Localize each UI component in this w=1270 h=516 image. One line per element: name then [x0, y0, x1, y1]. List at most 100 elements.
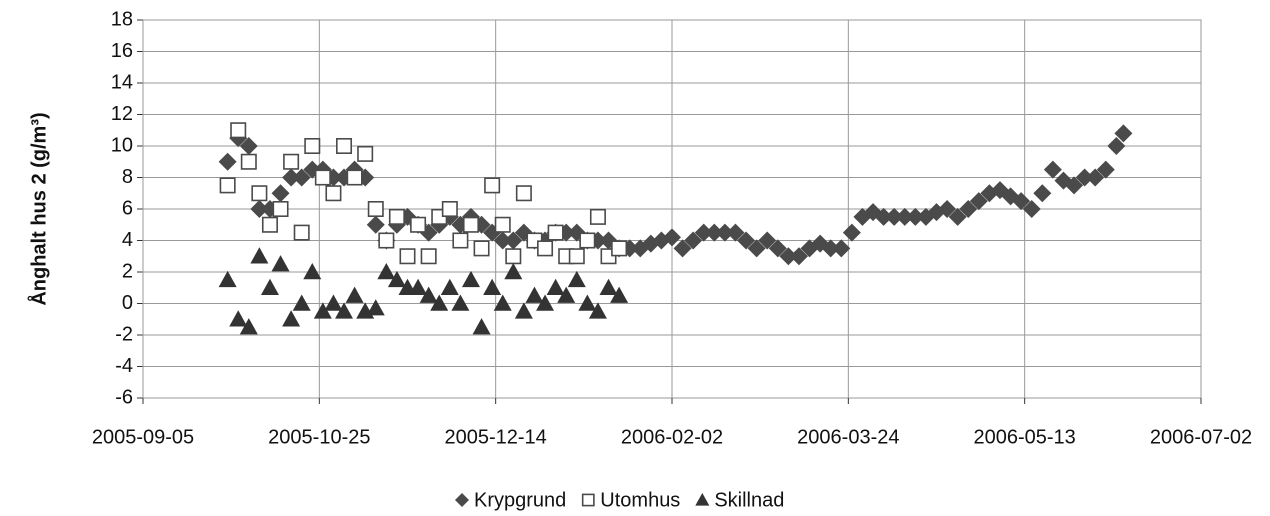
triangle-marker — [557, 286, 576, 303]
x-tick-label: 2006-07-02 — [1150, 426, 1252, 448]
diamond-marker — [1043, 160, 1062, 179]
y-tick-label: 8 — [122, 166, 133, 188]
square-marker — [589, 208, 606, 225]
square-marker — [219, 177, 236, 194]
diamond-marker — [1022, 200, 1041, 218]
triangle-marker — [536, 294, 555, 311]
y-tick-label: -4 — [115, 355, 133, 377]
triangle-marker — [546, 278, 565, 295]
square-marker — [283, 153, 300, 170]
square-marker — [494, 216, 511, 233]
square-marker — [515, 185, 532, 202]
diamond-marker — [895, 207, 914, 226]
y-tick-label: -6 — [115, 386, 133, 408]
diamond-marker — [292, 168, 311, 187]
diamond-marker — [768, 239, 787, 258]
square-marker — [251, 185, 268, 202]
diamond-marker — [282, 168, 301, 187]
diamond-marker — [715, 223, 734, 242]
legend-label: Skillnad — [714, 489, 784, 511]
triangle-marker — [324, 294, 343, 311]
diamond-marker — [832, 239, 851, 258]
diamond-marker — [885, 207, 904, 226]
legend: Krypgrund Utomhus Skillnad — [455, 489, 784, 511]
diamond-marker — [493, 231, 512, 250]
y-tick-label: 18 — [111, 8, 133, 30]
triangle-marker — [440, 278, 459, 295]
square-marker — [441, 201, 458, 218]
y-tick-label: 2 — [122, 260, 133, 282]
square-marker — [378, 232, 395, 249]
diamond-marker — [821, 239, 840, 258]
diamond-marker — [1114, 124, 1133, 143]
triangle-marker — [377, 263, 396, 280]
triangle-marker — [451, 294, 470, 311]
diamond-marker — [684, 231, 703, 250]
triangle-marker — [271, 255, 290, 272]
square-marker — [420, 248, 437, 265]
diamond-marker — [779, 247, 798, 266]
y-tick-label: 0 — [122, 292, 133, 314]
diamond-marker — [789, 247, 808, 266]
square-marker — [579, 232, 596, 249]
diamond-marker — [239, 137, 258, 155]
square-marker — [261, 216, 278, 233]
triangle-marker — [229, 310, 248, 327]
triangle-marker — [430, 294, 449, 311]
square-marker — [357, 145, 374, 162]
square-marker — [346, 169, 363, 186]
y-tick-label: 4 — [122, 229, 133, 251]
diamond-marker — [694, 223, 713, 242]
diamond-marker — [455, 493, 469, 507]
x-tick-label: 2005-10-25 — [268, 426, 370, 448]
square-marker — [314, 169, 331, 186]
diamond-marker — [271, 184, 290, 203]
triangle-marker — [239, 318, 258, 335]
diamond-marker — [366, 215, 385, 234]
diamond-marker — [726, 223, 745, 242]
diamond-marker — [938, 200, 957, 218]
square-marker — [293, 224, 310, 241]
x-tick-label: 2006-02-02 — [621, 426, 723, 448]
diamond-marker — [218, 152, 237, 171]
triangle-marker — [588, 302, 607, 319]
square-marker — [367, 201, 384, 218]
square-marker — [410, 216, 427, 233]
diamond-marker — [705, 223, 724, 242]
square-marker — [505, 248, 522, 265]
triangle-marker — [461, 270, 480, 288]
diamond-marker — [758, 231, 777, 250]
triangle-marker — [472, 318, 491, 335]
diamond-marker — [1086, 168, 1105, 187]
diamond-marker — [673, 239, 692, 258]
triangle-marker — [250, 247, 269, 264]
square-marker — [473, 240, 490, 257]
legend-label: Krypgrund — [474, 489, 566, 511]
diamond-marker — [1065, 176, 1084, 195]
square-marker — [272, 201, 289, 218]
diamond-marker — [250, 200, 269, 218]
x-tick-label: 2005-09-05 — [92, 426, 194, 448]
square-marker — [240, 153, 257, 170]
square-marker — [325, 185, 342, 202]
square-marker — [399, 248, 416, 265]
square-marker — [484, 177, 501, 194]
x-tick-label: 2006-03-24 — [797, 426, 899, 448]
diamond-marker — [948, 207, 967, 226]
square-marker — [462, 216, 479, 233]
triangle-marker — [567, 270, 586, 288]
triangle-marker — [514, 302, 533, 319]
square-marker — [388, 208, 405, 225]
square-marker — [581, 493, 595, 507]
diamond-marker — [969, 192, 988, 211]
diamond-marker — [663, 228, 681, 247]
triangle-marker — [335, 302, 354, 319]
square-marker — [452, 232, 469, 249]
diamond-marker — [874, 207, 893, 226]
triangle-marker — [695, 493, 710, 506]
triangle-marker — [599, 278, 618, 295]
square-marker — [336, 138, 353, 155]
triangle-marker — [409, 278, 428, 295]
diamond-marker — [906, 207, 925, 226]
